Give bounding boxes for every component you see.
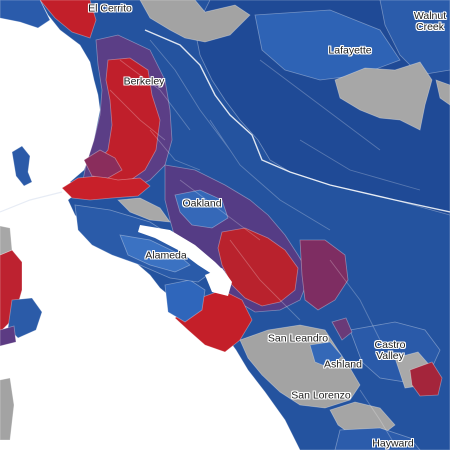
bay-bridge [0,191,63,213]
el-cerrito-blue [0,0,51,29]
county-boundary [144,29,450,213]
san-leandro-bay [205,268,232,296]
label-san-lorenzo: San Lorenzo [291,389,351,402]
hayward-blue [334,427,421,450]
label-lafayette: Lafayette [328,44,372,57]
sf-edge-gray-south [0,377,15,441]
label-walnut-creek: Walnut Creek [414,11,446,33]
east-oakland-red [217,227,299,307]
castro-valley-red [409,361,443,397]
road-network [109,39,421,446]
label-berkeley: Berkeley [123,75,165,88]
oakland-blue-hills [174,189,229,229]
alameda-gray [117,197,171,223]
label-oakland: Oakland [182,197,222,210]
gray-area-briones [334,61,433,131]
label-castro-valley-line1: Castro [374,339,406,351]
label-ashland: Ashland [324,358,362,371]
label-castro-valley: Castro Valley [375,340,406,362]
gray-area-top [139,0,251,43]
label-castro-valley-line2: Valley [376,350,404,362]
oakland-estuary [138,225,225,276]
west-berkeley-red [61,175,151,201]
gray-area-east-edge [435,79,450,106]
sf-edge-purple [0,325,17,347]
label-el-cerrito: El Cerrito [88,2,132,15]
emeryville-purple [83,149,123,179]
label-walnut-creek-line2: Creek [415,21,445,33]
label-san-leandro: San Leandro [267,332,329,345]
sf-edge-gray [0,225,13,256]
el-cerrito-red [39,0,97,39]
label-walnut-creek-line1: Walnut [413,10,447,22]
ashland-blue-inset [309,341,343,369]
purple-patch-south [331,317,353,341]
treasure-island [11,145,33,187]
label-alameda: Alameda [145,249,187,262]
label-hayward: Hayward [372,437,414,450]
oakland-magenta [299,239,349,311]
alameda-light [119,234,191,273]
